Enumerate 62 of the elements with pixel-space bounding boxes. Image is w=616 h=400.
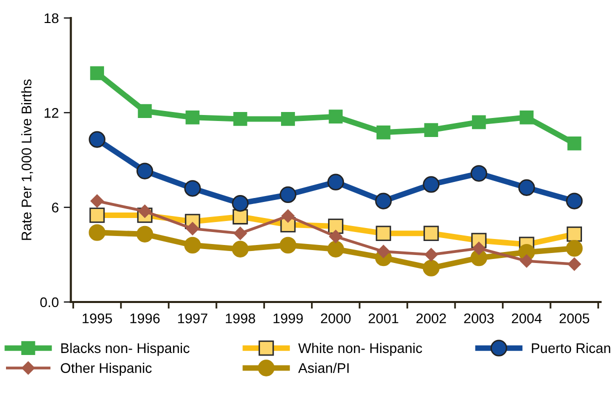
legend-label: Puerto Rican [532,342,610,354]
point [568,258,581,271]
x-tick-label: 1995 [82,313,112,324]
x-tick-label: 1998 [226,313,256,324]
x-tick-label: 1997 [178,313,208,324]
point [280,186,296,204]
point [281,209,295,223]
point [424,248,438,262]
x-tick-label: 2001 [368,313,398,324]
x-tick-label: 2004 [512,313,542,324]
point [327,174,344,190]
point [88,131,106,148]
x-tick-label: 1999 [274,313,303,324]
point [186,110,200,124]
point [280,236,296,254]
point [90,194,104,208]
point [472,242,486,255]
point [136,226,154,242]
point [234,226,247,240]
point [232,240,249,258]
x-tick-label: 1996 [130,313,160,324]
point [184,180,201,197]
point [424,123,438,137]
point [136,162,154,180]
point [518,179,535,196]
y-tick-label: 12 [44,108,58,118]
y-tick-label: 18 [44,13,58,24]
point [375,192,392,210]
legend-label: White non- Hispanic [298,342,422,356]
point [470,165,488,182]
point [566,192,583,210]
y-tick-label: 0.0 [40,297,58,308]
legend-label: Asian/PI [298,362,349,373]
point [566,240,583,257]
point [186,222,200,236]
point [328,110,343,124]
point [327,240,344,258]
point [281,112,295,126]
point [88,224,106,241]
point [520,110,534,124]
point [472,115,486,130]
x-tick-label: 2003 [464,313,494,324]
y-tick-label: 6 [52,202,58,213]
point [376,125,390,140]
x-tick-label: 2005 [560,313,590,324]
point [329,230,342,244]
point [233,112,248,126]
point [232,195,249,212]
point [567,136,582,150]
x-tick-label: 2002 [416,313,446,324]
point [138,204,152,218]
x-tick-label: 2000 [320,313,351,324]
y-axis-title: Rate Per 1,000 Live Births [21,79,34,240]
point [90,66,104,80]
point [376,244,390,258]
point [184,236,201,254]
point [138,104,152,118]
point [520,254,534,268]
point [422,176,440,193]
legend-label: Other Hispanic [60,362,152,376]
point [422,260,440,276]
legend-label: Blacks non- Hispanic [61,342,190,356]
